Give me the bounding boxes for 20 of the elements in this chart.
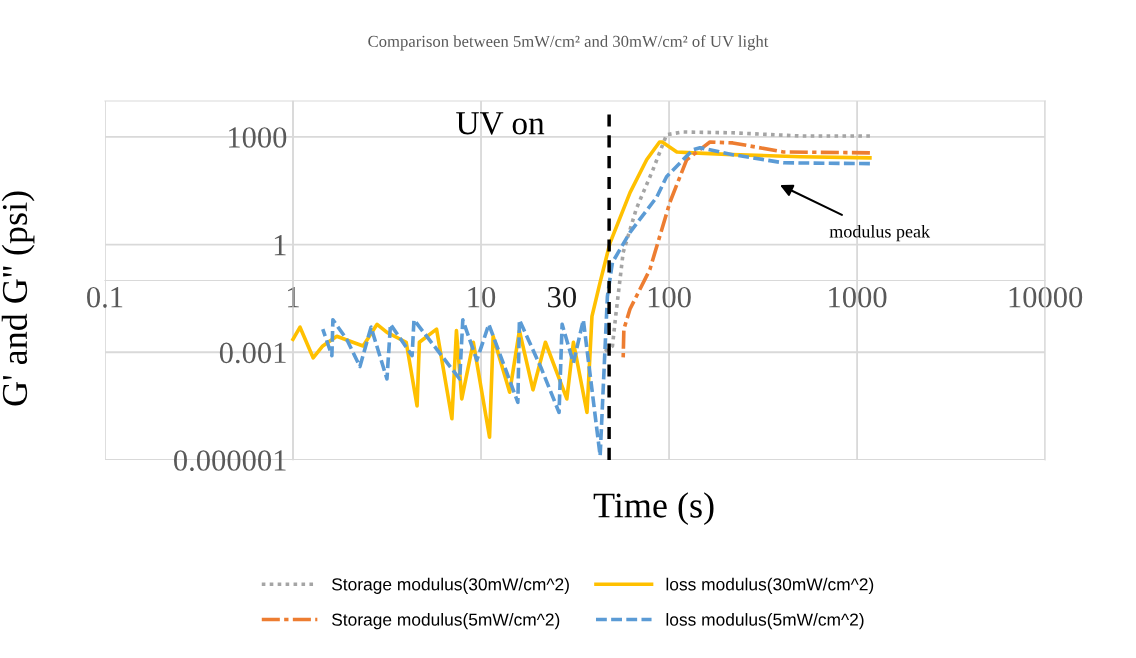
x-axis-title: Time (s) bbox=[593, 492, 714, 525]
legend-label: loss modulus(30mW/cm^2) bbox=[666, 577, 874, 594]
x-tick-label: 10 bbox=[468, 286, 496, 308]
x-tick-label: 100 bbox=[648, 286, 691, 308]
chart-title: Comparison between 5mW/cm² and 30mW/cm² of UV light bbox=[368, 35, 769, 51]
y-axis-title: G' and G'' (psi) bbox=[1, 191, 35, 406]
x-tick-label: 1000 bbox=[829, 286, 887, 308]
legend-label: Storage modulus(30mW/cm^2) bbox=[332, 577, 569, 594]
x-tick-label: 10000 bbox=[1009, 286, 1083, 308]
ref-line-label: UV on bbox=[456, 112, 545, 135]
y-tick-label: 1 bbox=[274, 235, 286, 256]
y-tick-label: 1000 bbox=[229, 127, 287, 148]
x-tick-label: 0.1 bbox=[87, 286, 123, 308]
x-tick-label: 1 bbox=[288, 287, 299, 308]
y-tick-label: 0.000001 bbox=[174, 450, 286, 471]
annotation: 30 bbox=[548, 286, 576, 308]
legend-label: Storage modulus(5mW/cm^2) bbox=[332, 613, 560, 630]
legend-label: loss modulus(5mW/cm^2) bbox=[666, 613, 864, 630]
annotation: modulus peak bbox=[829, 224, 931, 242]
y-tick-label: 0.001 bbox=[219, 342, 286, 364]
